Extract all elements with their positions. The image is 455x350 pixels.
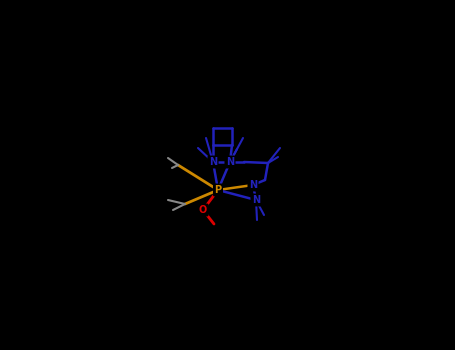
Text: N: N [209, 157, 217, 167]
Text: N: N [252, 195, 260, 205]
Text: N: N [249, 180, 257, 190]
Text: N: N [226, 157, 234, 167]
Text: P: P [214, 185, 222, 195]
Text: O: O [199, 205, 207, 215]
